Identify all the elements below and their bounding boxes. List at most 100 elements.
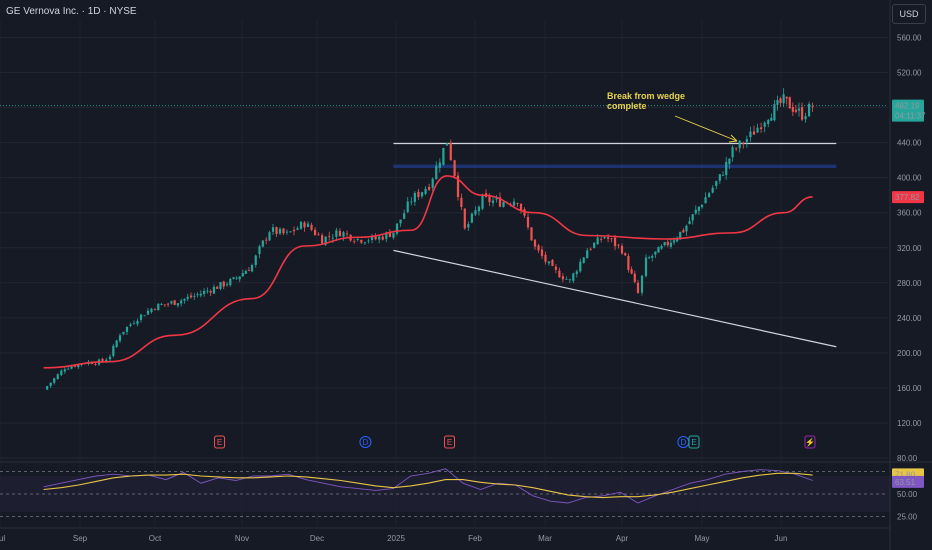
candle-body [206, 290, 209, 292]
candle-body [438, 162, 441, 168]
candle-body [770, 117, 773, 121]
event-marker-label: D [363, 438, 369, 447]
y-tick-label: 280.00 [897, 279, 922, 288]
candle-body [811, 106, 814, 108]
candle-body [651, 256, 654, 258]
candle-body [782, 94, 785, 104]
candle-body [189, 295, 193, 298]
candle-body [495, 198, 498, 200]
x-tick-label: Dec [310, 534, 324, 543]
candle-body [767, 119, 770, 125]
candle-body [579, 261, 582, 272]
candle-body [370, 235, 374, 241]
candle-body [572, 273, 575, 281]
event-marker-label: D [680, 438, 686, 447]
candle-body [742, 142, 745, 144]
candle-body [586, 250, 589, 259]
y-tick-label: 80.00 [897, 454, 918, 463]
candle-body [749, 131, 752, 138]
event-marker-icon [804, 435, 816, 449]
candle-body [752, 131, 756, 135]
candle-body [254, 255, 257, 266]
x-tick-label: May [694, 534, 709, 543]
candle-body [278, 228, 282, 234]
candle-body [209, 291, 212, 293]
candle-body [122, 331, 125, 335]
currency-button[interactable]: USD [892, 4, 926, 24]
candle-body [807, 103, 811, 117]
rsi-box [892, 475, 924, 488]
candle-body [785, 96, 788, 99]
candle-body [600, 238, 603, 240]
candle-body [310, 224, 313, 230]
candle-body [617, 244, 620, 246]
candle-body [136, 320, 139, 325]
candle-body [697, 206, 700, 211]
candle-body [669, 242, 672, 247]
candle-body [282, 228, 285, 234]
candle-body [360, 239, 363, 243]
candle-body [338, 230, 342, 237]
candle-body [275, 227, 278, 234]
candle-body [132, 323, 136, 325]
candle-body [60, 370, 63, 375]
candle-body [94, 364, 97, 365]
event-marker-label: ⚡ [805, 437, 815, 447]
candle-body [183, 298, 186, 301]
candle-body [229, 279, 232, 286]
support-trendline [393, 249, 837, 348]
candles [46, 88, 814, 391]
candle-body [776, 100, 779, 105]
candle-body [324, 236, 327, 245]
candle-body [129, 324, 132, 326]
candle-body [735, 148, 738, 150]
candle-body [108, 356, 112, 360]
candle-body [342, 232, 345, 237]
candle-body [170, 301, 173, 304]
candle-body [381, 236, 384, 240]
rsi-line [43, 468, 813, 504]
candle-body [700, 204, 704, 208]
candle-body [657, 247, 660, 253]
event-marker-label: E [691, 438, 696, 447]
candle-body [648, 257, 651, 259]
candle-body [763, 122, 766, 127]
candle-body [345, 233, 349, 235]
candle-body [320, 235, 324, 244]
candle-body [624, 253, 627, 256]
candle-body [589, 248, 592, 250]
candle-body [296, 228, 299, 230]
candle-body [199, 293, 202, 296]
candle-body [250, 264, 254, 272]
candle-body [779, 98, 782, 103]
annotation-text-line2: complete [607, 101, 647, 111]
candle-body [306, 223, 310, 227]
candle-body [551, 260, 554, 266]
candle-body [186, 296, 189, 299]
candle-body [676, 237, 679, 242]
highlight-zone [393, 164, 837, 169]
candle-body [644, 257, 648, 276]
candle-body [258, 246, 261, 255]
candle-body [271, 227, 275, 232]
candle-body [268, 232, 271, 241]
candle-body [463, 208, 466, 229]
candle-body [630, 269, 633, 274]
earnings-marker-icon [214, 435, 226, 449]
candle-body [756, 127, 759, 133]
candle-body [67, 368, 70, 370]
rsi-ma-value-label: 71.80 [895, 470, 916, 479]
countdown-label: 04:11:37 [895, 112, 926, 121]
candle-body [374, 236, 377, 240]
candle-body [180, 300, 183, 304]
candle-body [238, 276, 241, 280]
candle-body [606, 237, 610, 239]
candle-body [203, 290, 206, 295]
candle-body [125, 326, 129, 332]
x-tick-label: Jun [775, 534, 788, 543]
event-marker-label: E [447, 438, 452, 447]
candle-body [410, 201, 413, 203]
candle-body [247, 270, 251, 272]
candle-body [516, 203, 519, 204]
